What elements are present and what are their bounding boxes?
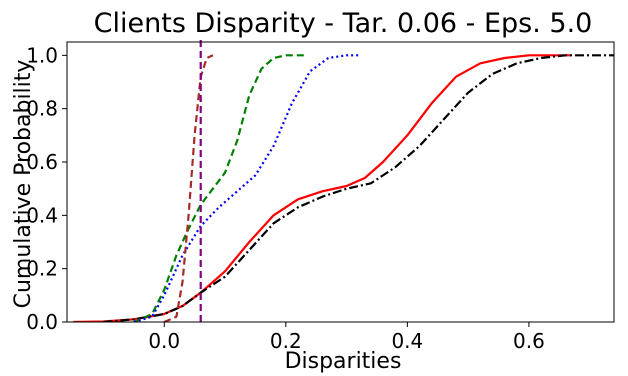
x-tick-label: 0.2 <box>270 329 302 353</box>
y-tick-label: 0.6 <box>26 150 58 174</box>
x-tick-label: 0.6 <box>513 329 545 353</box>
y-axis-label: Cumulative Probability <box>11 60 36 309</box>
x-axis-label: Disparities <box>285 349 402 374</box>
series-line-3 <box>133 54 304 322</box>
x-tick-label: 0.0 <box>148 329 180 353</box>
series-line-4 <box>133 54 359 322</box>
y-tick-label: 0.4 <box>26 203 58 227</box>
series-line-1 <box>73 54 572 322</box>
x-tick-label: 0.4 <box>391 329 423 353</box>
series-line-5 <box>163 54 214 322</box>
y-tick-label: 0.0 <box>26 310 58 334</box>
y-tick-label: 1.0 <box>26 43 58 67</box>
plot-frame <box>66 41 615 323</box>
y-tick-label: 0.2 <box>26 257 58 281</box>
y-tick-label: 0.8 <box>26 97 58 121</box>
chart-title: Clients Disparity - Tar. 0.06 - Eps. 5.0 <box>94 8 593 39</box>
plot-area: 0.0 0.2 0.4 0.6 0.0 0.2 0.4 0.6 0.8 1.0 <box>26 40 615 353</box>
series-line-2 <box>103 54 614 322</box>
